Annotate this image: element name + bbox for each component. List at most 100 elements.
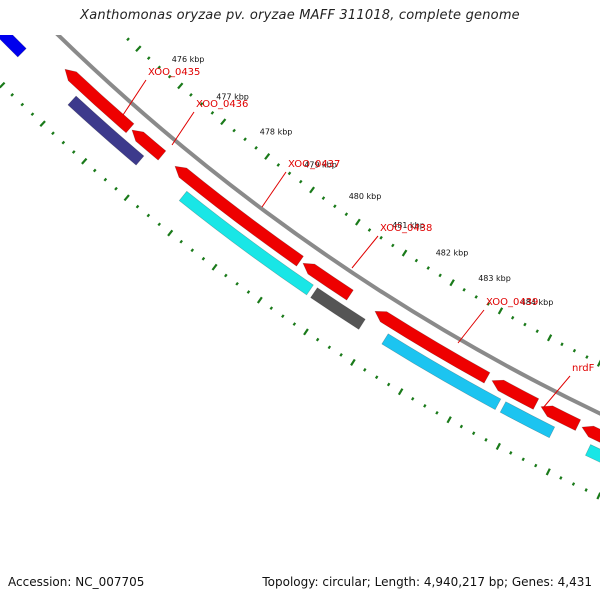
inner-tick-mark <box>309 186 316 194</box>
outer-tick-mark <box>135 204 140 209</box>
outer-tick-mark <box>269 306 274 311</box>
outer-tick-mark <box>484 438 488 442</box>
outer-tick-mark <box>559 476 563 480</box>
outer-tick-mark <box>571 482 576 486</box>
inner-tick-mark <box>321 196 326 200</box>
outer-tick-mark <box>471 431 476 436</box>
outer-tick-mark <box>423 404 427 408</box>
outer-tick-mark <box>584 488 588 492</box>
inner-tick-mark <box>585 355 589 359</box>
inner-tick-mark <box>344 212 349 217</box>
inner-tick-mark <box>497 307 504 315</box>
gene-label[interactable]: XOO_0435 <box>148 67 200 78</box>
backbone-line <box>55 35 600 416</box>
gene-leader-line <box>171 111 195 146</box>
gene-label[interactable]: XOO_0437 <box>288 159 340 170</box>
kbp-label: 480 kbp <box>349 192 382 201</box>
inner-tick-mark <box>276 163 281 167</box>
outer-tick-mark <box>123 194 130 202</box>
outer-tick-mark <box>303 328 309 336</box>
outer-tick-mark <box>30 112 35 117</box>
inner-tick-mark <box>210 111 215 115</box>
outer-tick-mark <box>235 281 239 286</box>
outer-tick-mark <box>167 229 174 237</box>
cds-block-red <box>374 310 491 384</box>
gene-label[interactable]: XOO_0436 <box>196 99 248 110</box>
outer-tick-mark <box>339 353 343 357</box>
kbp-label: 484 kbp <box>521 298 554 307</box>
inner-tick-mark <box>438 273 442 278</box>
outer-tick-mark <box>410 396 415 401</box>
accession-text: Accession: NC_007705 <box>8 575 145 589</box>
outer-tick-mark <box>81 157 88 165</box>
cds-block-red <box>131 129 167 161</box>
genome-summary-text: Topology: circular; Length: 4,940,217 bp… <box>262 575 592 589</box>
outer-tick-mark <box>281 314 285 319</box>
inner-tick-mark <box>264 153 271 160</box>
outer-tick-mark <box>459 424 464 429</box>
gene-label[interactable]: XOO_0439 <box>486 297 538 308</box>
gene-block-xoo0438 <box>310 287 366 330</box>
outer-tick-mark <box>146 213 151 218</box>
inner-tick-mark <box>391 243 395 248</box>
outer-tick-mark <box>114 186 118 191</box>
outer-tick-mark <box>292 322 297 326</box>
outer-tick-mark <box>71 150 76 154</box>
gene-label[interactable]: nrdF <box>572 363 595 374</box>
inner-tick-mark <box>462 287 466 292</box>
inner-tick-mark <box>146 56 151 60</box>
inner-tick-mark <box>546 334 553 342</box>
map-title: Xanthomonas oryzae pv. oryzae MAFF 31101… <box>80 8 520 23</box>
gene-leader-line <box>542 375 571 409</box>
gene-label[interactable]: XOO_0438 <box>380 223 432 234</box>
outer-tick-mark <box>435 410 439 415</box>
outer-tick-mark <box>386 382 391 387</box>
outer-tick-mark <box>374 375 379 380</box>
cds-block-red <box>302 262 354 301</box>
inner-tick-mark <box>177 82 184 90</box>
inner-tick-mark <box>367 228 372 232</box>
gene-block-xoo0437 <box>178 190 314 296</box>
inner-tick-mark <box>535 329 539 334</box>
kbp-label: 482 kbp <box>436 249 469 258</box>
inner-tick-mark <box>95 8 100 13</box>
outer-tick-mark <box>495 442 501 451</box>
outer-tick-mark <box>397 388 404 396</box>
outer-tick-mark <box>92 168 97 173</box>
outer-tick-mark <box>179 239 183 244</box>
kbp-label: 477 kbp <box>216 93 249 102</box>
inner-tick-mark <box>126 37 130 42</box>
outer-tick-mark <box>51 131 55 136</box>
inner-tick-mark <box>426 266 430 270</box>
outer-tick-mark <box>0 81 6 89</box>
cds-block-red <box>64 68 135 134</box>
outer-tick-mark <box>327 345 332 350</box>
outer-tick-mark <box>509 451 513 455</box>
outer-tick-mark <box>545 468 551 476</box>
gene-block-nrdf <box>499 401 556 439</box>
outer-tick-mark <box>446 416 452 424</box>
inner-tick-mark <box>298 179 303 184</box>
outer-tick-mark <box>211 263 218 271</box>
inner-tick-mark <box>135 45 142 53</box>
inner-tick-mark <box>449 279 455 287</box>
outer-tick-mark <box>157 222 162 227</box>
outer-tick-mark <box>201 256 206 261</box>
inner-tick-mark <box>167 74 172 79</box>
inner-tick-mark <box>220 118 227 126</box>
inner-tick-mark <box>596 359 600 367</box>
outer-tick-mark <box>20 102 25 107</box>
inner-tick-mark <box>354 218 361 226</box>
inner-tick-mark <box>401 249 408 257</box>
inner-tick-mark <box>107 19 109 21</box>
outer-tick-mark <box>10 93 15 97</box>
inner-tick-mark <box>287 171 292 176</box>
kbp-label: 479 kbp <box>304 161 337 170</box>
inner-tick-mark <box>379 235 383 240</box>
outer-tick-mark <box>190 248 195 253</box>
inner-tick-mark <box>414 258 419 263</box>
inner-tick-mark <box>333 204 337 209</box>
inner-tick-mark <box>510 315 515 320</box>
